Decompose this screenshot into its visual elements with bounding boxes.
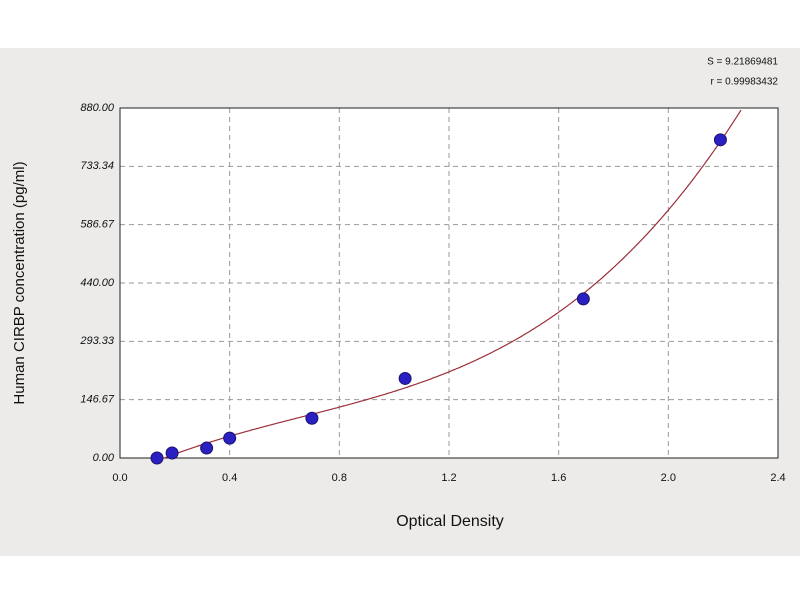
annotation: r = 0.99983432: [710, 77, 778, 88]
data-point: [398, 371, 412, 385]
x-tick-label: 0.4: [222, 472, 237, 484]
data-point: [576, 292, 590, 306]
data-point: [305, 411, 319, 425]
x-tick-label: 0.8: [332, 472, 347, 484]
fit-curve: [157, 109, 742, 459]
x-tick-label: 1.6: [551, 472, 566, 484]
y-tick-label: 0.00: [93, 452, 115, 464]
data-point: [713, 133, 727, 147]
y-axis-title: Human CIRBP concentration (pg/ml): [11, 161, 28, 404]
y-tick-label: 880.00: [80, 102, 115, 114]
y-tick-label: 293.33: [79, 335, 115, 347]
y-tick-label: 733.34: [80, 160, 114, 172]
data-point: [200, 441, 214, 455]
y-tick-label: 146.67: [80, 394, 115, 406]
data-point: [165, 446, 179, 460]
x-tick-label: 2.0: [661, 472, 676, 484]
x-axis-title: Optical Density: [396, 513, 504, 530]
data-point: [223, 431, 237, 445]
y-tick-label: 440.00: [80, 277, 115, 289]
y-tick-label: 586.67: [80, 219, 115, 231]
annotation: S = 9.21869481: [707, 57, 778, 68]
x-tick-label: 1.2: [441, 472, 456, 484]
x-tick-label: 0.0: [112, 472, 127, 484]
x-tick-label: 2.4: [770, 472, 785, 484]
plot-border: [119, 107, 779, 459]
data-point: [150, 451, 164, 465]
